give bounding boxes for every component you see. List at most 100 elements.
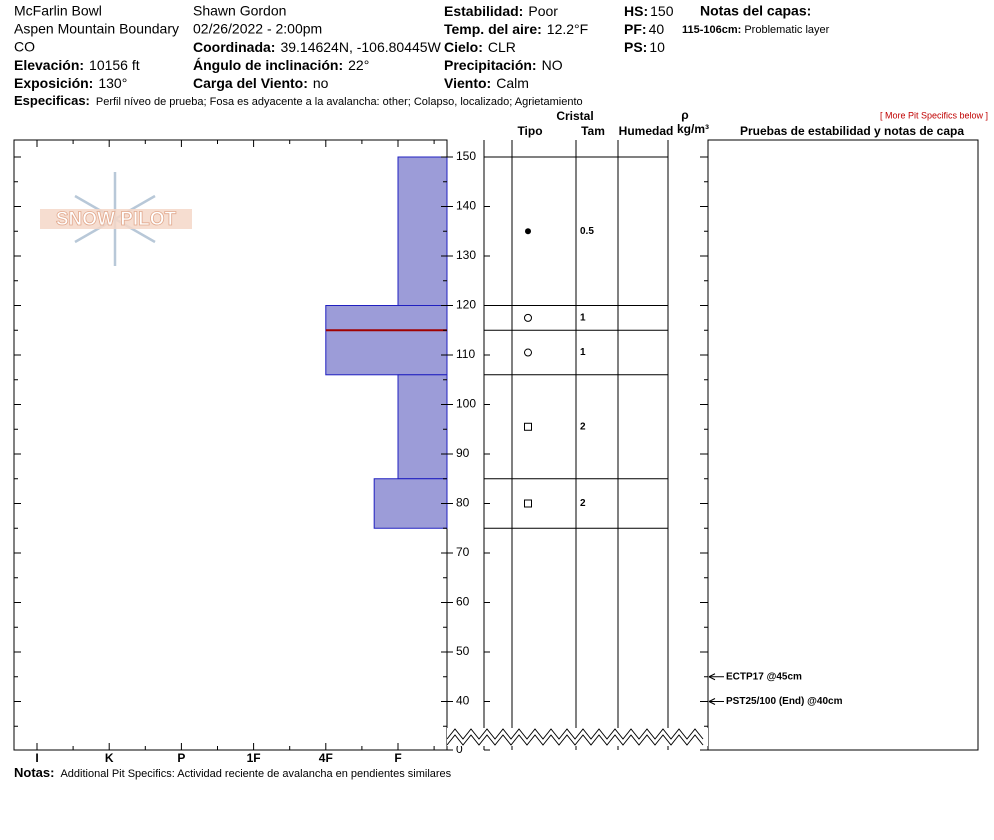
- depth-label: 120: [456, 298, 476, 312]
- col-tests: Pruebas de estabilidad y notas de capa: [740, 124, 964, 138]
- field: Temp. del aire: 12.2°F: [444, 21, 588, 37]
- grain-size: 2: [580, 498, 586, 509]
- grain-size: 0.5: [580, 226, 594, 237]
- table-grid: [483, 140, 669, 750]
- grain-symbol: [524, 348, 532, 357]
- grain-size: 1: [580, 313, 586, 324]
- field-value: 12.2°F: [547, 21, 588, 37]
- depth-label: 130: [456, 248, 476, 262]
- depth-label: 70: [456, 545, 470, 559]
- field-label: HS:: [624, 3, 648, 19]
- test-result: ECTP17 @45cm: [726, 671, 802, 682]
- col-rho: ρ: [681, 108, 688, 122]
- more-link[interactable]: [ More Pit Specifics below ]: [880, 110, 988, 120]
- site-name: McFarlin Bowl: [14, 3, 102, 19]
- specifics-text: Perfil níveo de prueba; Fosa es adyacent…: [96, 96, 583, 108]
- hardness-label: I: [35, 751, 38, 765]
- hardness-bar: [373, 478, 448, 529]
- field: Coordinada: 39.14624N, -106.80445W: [193, 39, 442, 55]
- hardness-frame: [13, 139, 448, 751]
- field-label: Exposición:: [14, 75, 93, 91]
- hardness-label: 1F: [247, 751, 261, 765]
- depth-break: [446, 728, 704, 740]
- depth-label: 110: [456, 347, 475, 361]
- depth-label: 50: [456, 644, 470, 658]
- test-arrowhead: [708, 673, 716, 681]
- layer-note-range: 115-106cm:: [682, 24, 741, 36]
- field-label: Cielo:: [444, 39, 483, 55]
- depth-label: 60: [456, 595, 470, 609]
- field: Viento: Calm: [444, 75, 529, 91]
- field-label: Elevación:: [14, 57, 84, 73]
- hardness-label: P: [177, 751, 185, 765]
- grain-symbol: [524, 499, 532, 508]
- col-crystal: Cristal: [556, 109, 593, 123]
- depth-label: 150: [456, 149, 476, 163]
- field: HS: 150: [624, 3, 674, 19]
- logo-text: SNOW PILOT: [56, 209, 177, 230]
- grain-size: 2: [580, 421, 586, 432]
- field-value: Poor: [528, 3, 558, 19]
- field-label: PS:: [624, 39, 647, 55]
- field: PF: 40: [624, 21, 664, 37]
- col-size: Tam: [581, 124, 605, 138]
- field-label: Viento:: [444, 75, 491, 91]
- layer-note-text: Problematic layer: [744, 24, 829, 36]
- hardness-label: K: [105, 751, 114, 765]
- field: Precipitación: NO: [444, 57, 563, 73]
- field-value: NO: [542, 57, 563, 73]
- field-value: 39.14624N, -106.80445W: [280, 39, 441, 55]
- col-type: Tipo: [517, 124, 542, 138]
- field-label: PF:: [624, 21, 647, 37]
- layer-note: 115-106cm: Problematic layer: [682, 24, 830, 36]
- hardness-label: 4F: [319, 751, 333, 765]
- depth-label: 140: [456, 199, 476, 213]
- site-state: CO: [14, 39, 35, 55]
- field: Estabilidad: Poor: [444, 3, 558, 19]
- depth-label: 80: [456, 496, 470, 510]
- layer-notes-title: Notas del capas:: [700, 3, 811, 19]
- depth-label: 40: [456, 694, 470, 708]
- test-result: PST25/100 (End) @40cm: [726, 696, 843, 707]
- field-label: Coordinada:: [193, 39, 275, 55]
- field-value: 22°: [348, 57, 369, 73]
- hardness-label: F: [394, 751, 401, 765]
- break-mask: [447, 728, 708, 746]
- observer: Shawn Gordon: [193, 3, 286, 19]
- hardness-bar: [325, 305, 448, 376]
- specifics: Especificas: Perfil níveo de prueba; Fosa…: [14, 93, 583, 108]
- depth-break: [446, 734, 704, 746]
- hardness-bar: [397, 374, 448, 480]
- hardness-bar: [397, 156, 448, 306]
- grain-symbol: [524, 422, 532, 431]
- field: Elevación: 10156 ft: [14, 57, 140, 73]
- field-label: Carga del Viento:: [193, 75, 308, 91]
- notes: Notas: Additional Pit Specifics: Activida…: [14, 765, 452, 780]
- col-density-unit: kg/m³: [677, 122, 709, 136]
- field-value: CLR: [488, 39, 516, 55]
- tests-frame: [707, 139, 979, 751]
- depth-label: 0: [456, 742, 463, 756]
- grain-size: 1: [580, 347, 586, 358]
- field-value: 10156 ft: [89, 57, 140, 73]
- field-value: 130°: [98, 75, 127, 91]
- field-label: Estabilidad:: [444, 3, 523, 19]
- field: Ángulo de inclinación: 22°: [193, 57, 369, 73]
- field-value: 10: [649, 39, 665, 55]
- datetime: 02/26/2022 - 2:00pm: [193, 21, 322, 37]
- site-area: Aspen Mountain Boundary: [14, 21, 179, 37]
- test-arrowhead: [708, 698, 716, 705]
- field: PS: 10: [624, 39, 665, 55]
- field: Carga del Viento: no: [193, 75, 329, 91]
- field: Cielo: CLR: [444, 39, 516, 55]
- depth-label: 90: [456, 446, 470, 460]
- depth-label: 100: [456, 397, 476, 411]
- field: Exposición: 130°: [14, 75, 127, 91]
- specifics-label: Especificas:: [14, 93, 90, 108]
- notes-text: Additional Pit Specifics: Actividad reci…: [60, 768, 451, 780]
- field-value: Calm: [496, 75, 529, 91]
- field-value: 40: [649, 21, 665, 37]
- field-label: Ángulo de inclinación:: [193, 57, 343, 73]
- col-moisture: Humedad: [619, 124, 674, 138]
